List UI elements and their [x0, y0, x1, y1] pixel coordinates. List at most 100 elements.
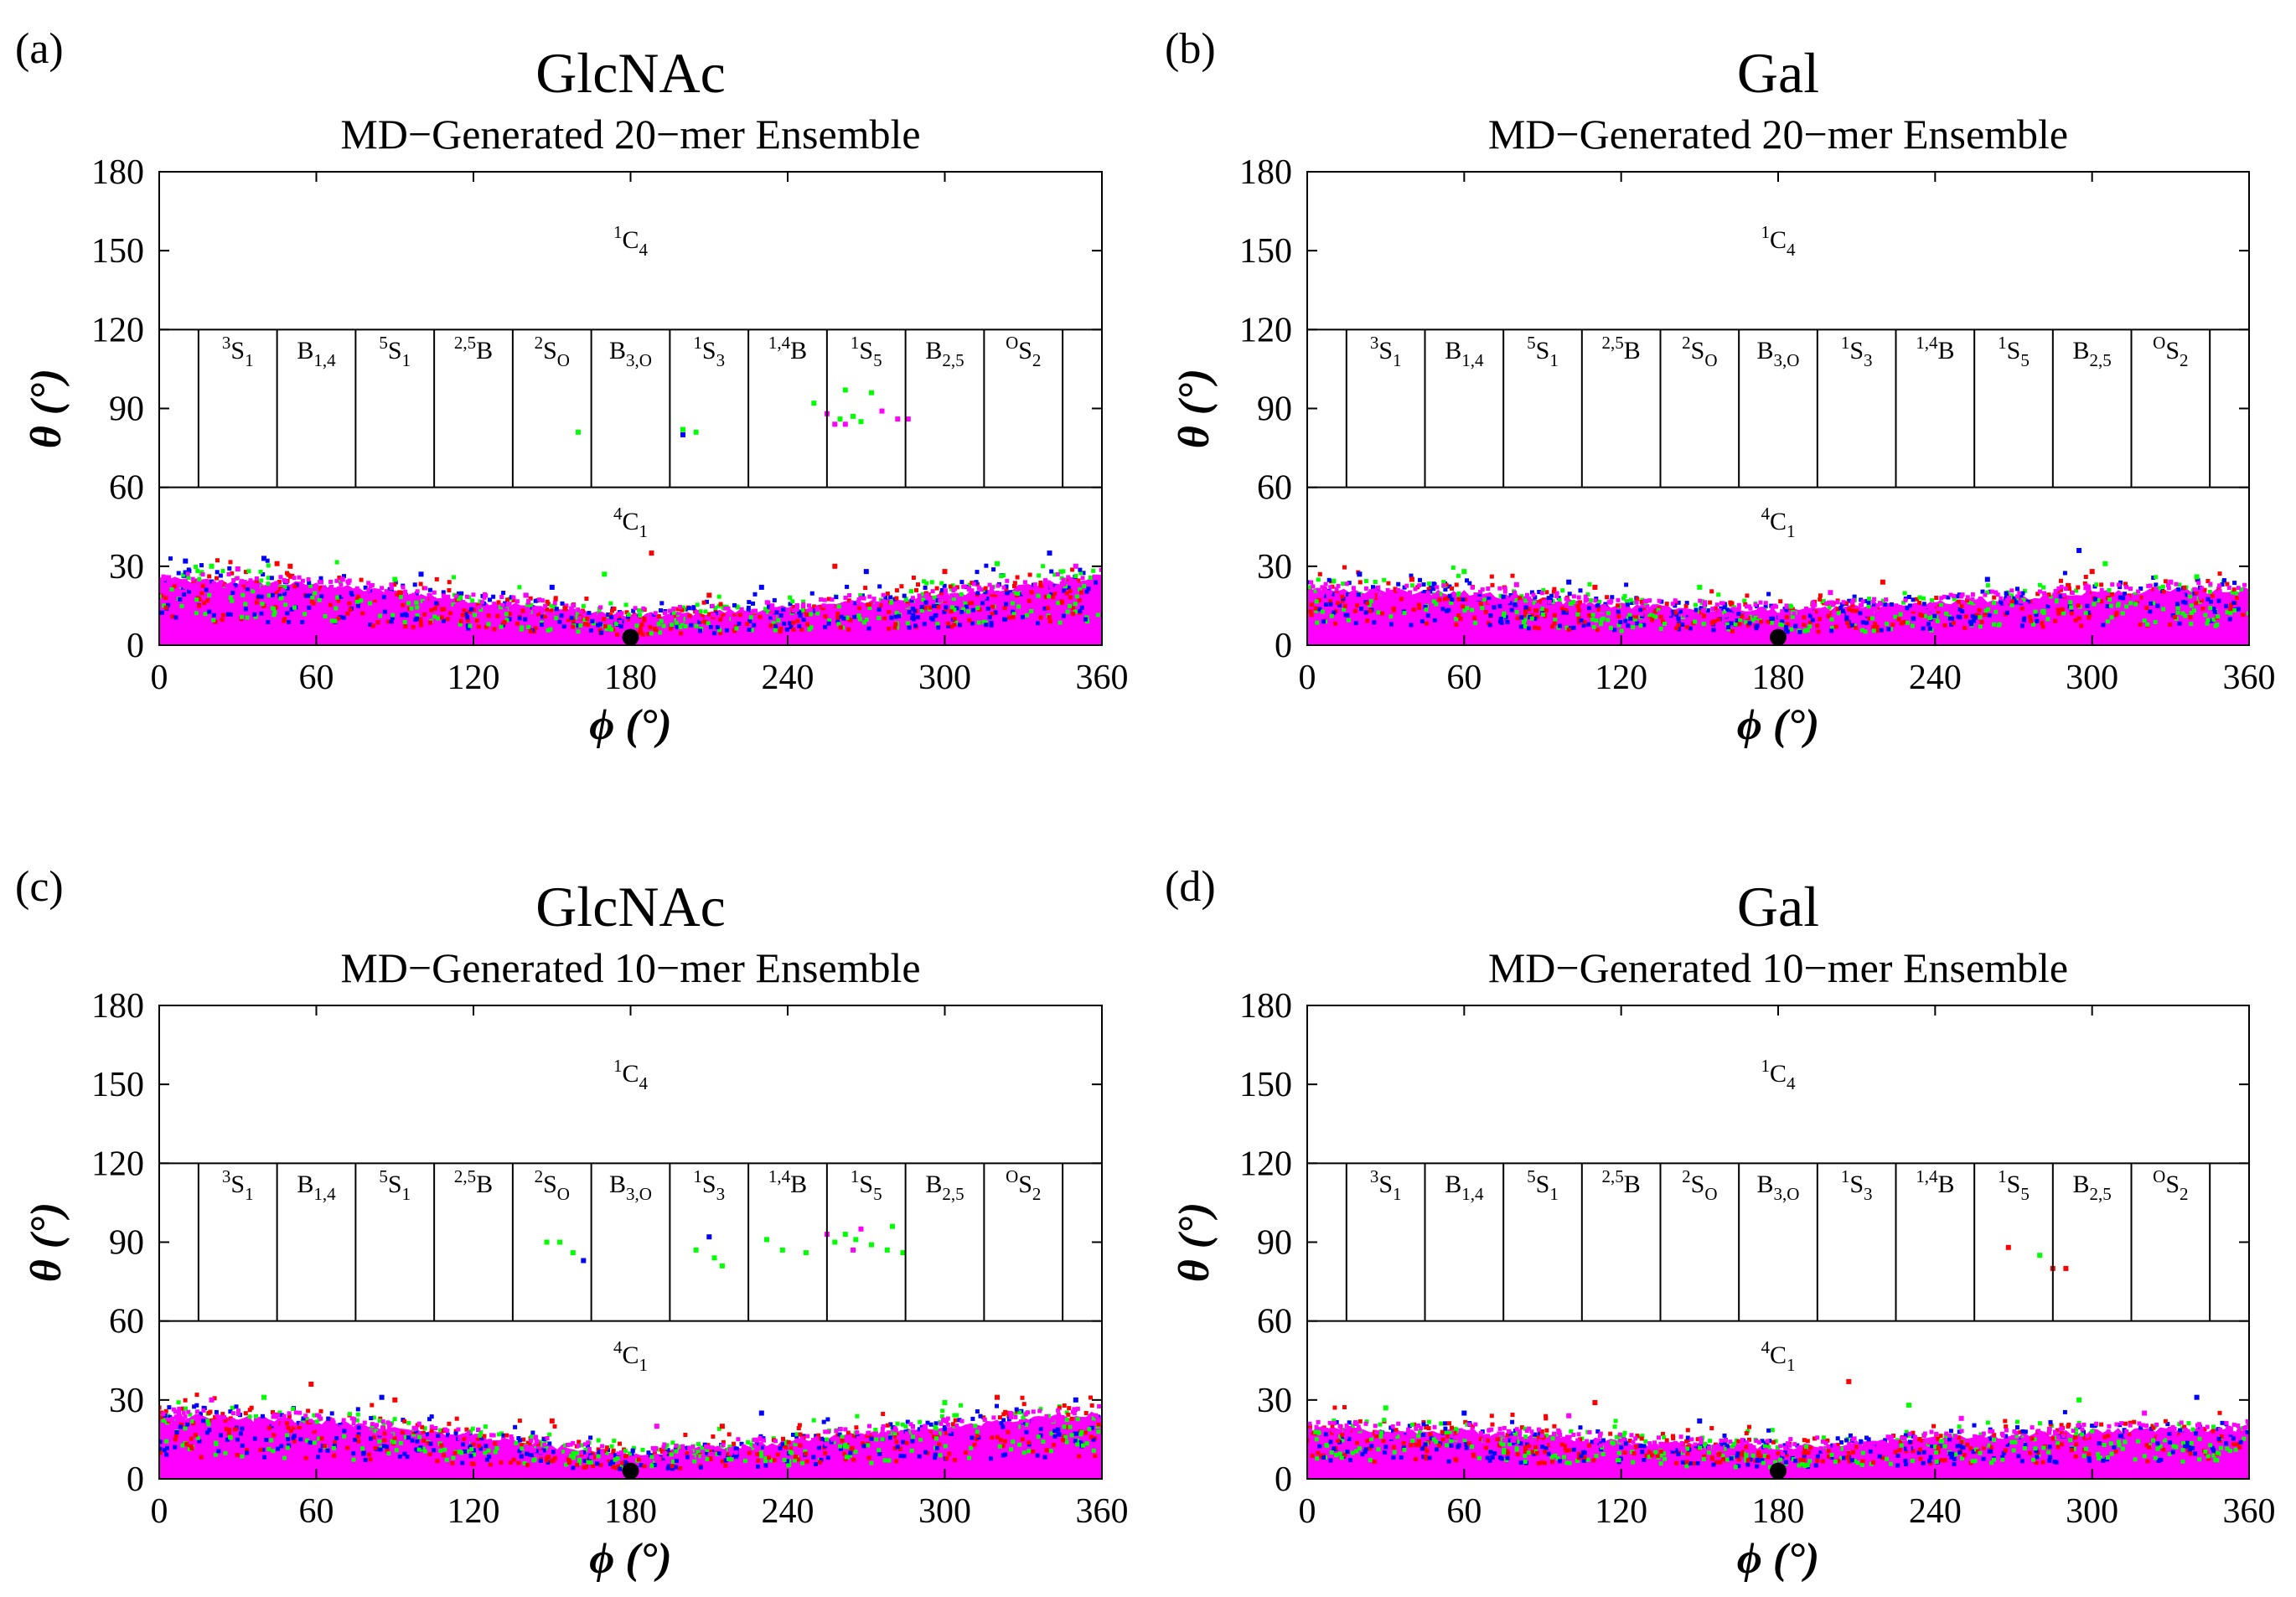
scatter-point [1552, 621, 1557, 626]
scatter-point [1860, 1459, 1865, 1464]
scatter-point [251, 589, 256, 594]
scatter-point [1038, 582, 1043, 587]
scatter-point [360, 611, 365, 616]
scatter-point [1458, 1428, 1463, 1433]
scatter-point [493, 1441, 498, 1446]
scatter-point [1928, 1440, 1933, 1445]
scatter-point [2058, 599, 2063, 603]
scatter-point [197, 1439, 202, 1444]
scatter-point [731, 616, 735, 621]
scatter-point [429, 1429, 434, 1434]
scatter-point [2221, 578, 2226, 582]
scatter-point [1658, 614, 1663, 619]
scatter-point [1489, 1414, 1494, 1419]
scatter-point [867, 606, 872, 610]
series-point [1073, 1397, 1078, 1403]
scatter-point [416, 1447, 421, 1452]
scatter-point [1674, 1448, 1679, 1453]
scatter-point [2047, 1427, 2052, 1432]
scatter-point [548, 627, 553, 632]
scatter-point [581, 603, 586, 608]
scatter-point [788, 595, 793, 600]
series-point [851, 413, 856, 419]
scatter-point [331, 1420, 336, 1425]
scatter-point [1488, 613, 1493, 618]
scatter-point [509, 595, 514, 600]
zone-label-middle-8: 1S5 [851, 1166, 882, 1204]
scatter-point [1893, 1450, 1898, 1455]
scatter-point [1307, 585, 1312, 590]
scatter-point [1595, 628, 1600, 633]
scatter-point [1800, 1462, 1805, 1466]
scatter-point [535, 608, 539, 613]
scatter-point [261, 572, 266, 576]
scatter-point [575, 1462, 580, 1467]
scatter-point [429, 607, 434, 612]
scatter-point [618, 1466, 623, 1471]
zone-label-top: 1C4 [613, 1056, 649, 1093]
scatter-point [871, 603, 876, 608]
scatter-point [618, 1441, 622, 1446]
scatter-point [1068, 603, 1072, 608]
scatter-point [792, 604, 797, 609]
scatter-point [1841, 600, 1846, 605]
series-point [2076, 548, 2082, 553]
scatter-point [954, 1413, 959, 1418]
scatter-point [1043, 578, 1047, 582]
y-tick-label: 150 [1239, 232, 1292, 271]
zone-label-middle-1: B1,4 [297, 1171, 336, 1204]
y-tick-label: 60 [109, 469, 144, 508]
series-point [706, 592, 712, 598]
scatter-point [575, 623, 580, 628]
scatter-point [219, 580, 223, 585]
scatter-point [928, 605, 933, 610]
scatter-point [1930, 597, 1935, 602]
scatter-point [230, 591, 235, 595]
scatter-point [861, 596, 866, 601]
scatter-point [835, 618, 840, 623]
scatter-point [421, 1434, 427, 1439]
scatter-point [470, 1461, 474, 1466]
scatter-point [2189, 622, 2194, 627]
scatter-point [758, 614, 763, 619]
scatter-point [834, 595, 839, 600]
scatter-point [1656, 607, 1661, 612]
scatter-point [219, 1433, 223, 1438]
scatter-point [875, 602, 880, 607]
scatter-point [1424, 1425, 1429, 1430]
scatter-point [2071, 1446, 2076, 1451]
scatter-point [2233, 1447, 2238, 1452]
scatter-point [1813, 609, 1818, 614]
scatter-point [164, 1439, 169, 1444]
x-tick-label: 0 [1299, 659, 1316, 697]
scatter-point [816, 1433, 821, 1438]
scatter-point [1462, 608, 1467, 613]
scatter-point [164, 575, 169, 580]
scatter-point [517, 1419, 522, 1424]
scatter-point [1775, 1445, 1780, 1450]
scatter-point [671, 610, 676, 615]
scatter-point [2013, 1439, 2018, 1445]
scatter-point [568, 1442, 573, 1447]
scatter-point [2061, 611, 2066, 616]
scatter-point [306, 577, 311, 581]
scatter-point [910, 1439, 915, 1444]
scatter-point [845, 615, 850, 620]
scatter-point [752, 623, 757, 628]
scatter-point [959, 592, 964, 597]
scatter-point [1635, 1434, 1640, 1439]
scatter-point [1875, 611, 1879, 616]
scatter-point [271, 606, 276, 611]
series-point [995, 561, 1000, 566]
scatter-point [782, 621, 787, 626]
scatter-point [804, 612, 809, 618]
scatter-point [273, 605, 278, 610]
scatter-point [826, 597, 831, 602]
x-tick-label: 180 [604, 1492, 657, 1531]
scatter-point [2045, 604, 2050, 609]
scatter-point [189, 1436, 194, 1441]
scatter-point [949, 609, 954, 614]
scatter-point [1544, 1428, 1549, 1433]
scatter-point [561, 624, 566, 629]
scatter-point [499, 1460, 504, 1465]
